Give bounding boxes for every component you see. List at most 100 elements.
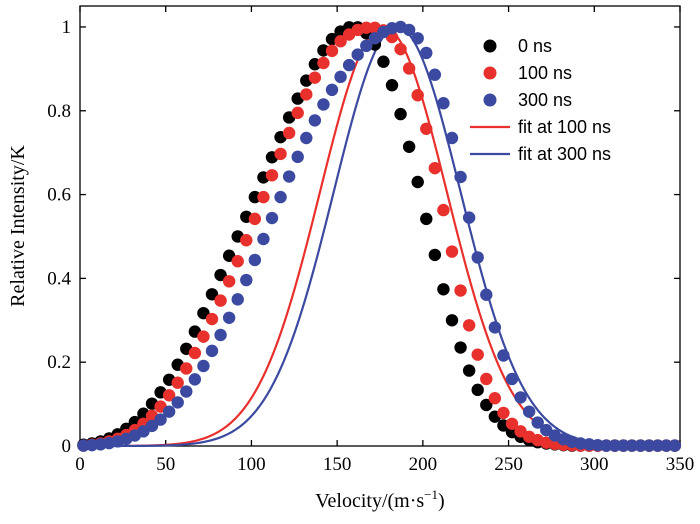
point-0-ns — [471, 383, 484, 397]
point-100-ns — [394, 42, 407, 56]
point-300-ns — [360, 39, 373, 53]
point-300-ns — [180, 385, 193, 398]
point-0-ns — [420, 212, 433, 226]
x-axis-title-close: ) — [438, 490, 445, 512]
point-100-ns — [471, 348, 484, 361]
point-100-ns — [325, 44, 339, 58]
point-100-ns — [188, 346, 202, 360]
point-300-ns — [651, 439, 664, 452]
legend: 0 ns 100 ns 300 ns fit at 100 ns fit at 300 … — [470, 36, 611, 164]
point-300-ns — [531, 416, 544, 429]
point-0-ns — [205, 288, 219, 301]
plot-frame — [79, 5, 681, 447]
point-300-ns — [325, 83, 339, 97]
point-300-ns — [162, 405, 176, 418]
point-100-ns — [180, 362, 193, 375]
point-300-ns — [197, 359, 210, 373]
point-300-ns — [257, 232, 270, 246]
point-300-ns — [411, 32, 424, 45]
x-tick-label: 0 — [75, 454, 85, 475]
data-points — [77, 20, 682, 452]
point-100-ns — [437, 203, 450, 217]
point-300-ns — [505, 372, 519, 386]
point-100-ns — [402, 62, 416, 75]
legend-label: 300 ns — [518, 90, 572, 110]
point-100-ns — [308, 71, 322, 84]
point-100-ns — [334, 35, 347, 48]
point-300-ns — [514, 391, 527, 404]
point-100-ns — [265, 169, 279, 182]
x-tick-label: 300 — [580, 454, 609, 475]
point-300-ns — [488, 321, 502, 334]
point-100-ns — [462, 319, 476, 332]
point-100-ns — [214, 294, 227, 307]
point-100-ns — [420, 122, 433, 135]
point-100-ns — [317, 56, 330, 70]
point-300-ns — [471, 251, 484, 264]
point-100-ns — [411, 89, 424, 102]
point-300-ns — [274, 190, 287, 204]
point-100-ns — [274, 147, 287, 161]
point-300-ns — [334, 70, 347, 84]
point-300-ns — [154, 413, 167, 426]
legend-label: 100 ns — [518, 63, 572, 83]
x-tick-label: 100 — [237, 454, 266, 475]
point-300-ns — [454, 170, 467, 184]
legend-marker — [483, 66, 497, 80]
legend-item: 300 ns — [483, 90, 572, 110]
point-100-ns — [240, 234, 253, 247]
point-300-ns — [300, 131, 313, 145]
point-300-ns — [480, 288, 493, 301]
x-tick-label: 150 — [323, 454, 352, 475]
point-0-ns — [394, 107, 407, 121]
x-tick-label: 250 — [494, 454, 523, 475]
point-300-ns — [308, 114, 322, 127]
y-tick-labels: 0 0.2 0.4 0.6 0.8 1 — [47, 17, 71, 457]
point-0-ns — [454, 341, 467, 354]
point-100-ns — [171, 376, 184, 389]
point-300-ns — [222, 311, 236, 324]
point-100-ns — [291, 106, 304, 120]
point-300-ns — [368, 32, 382, 45]
x-tick-labels: 0 50 100 150 200 250 300 350 — [75, 454, 694, 475]
y-tick-label: 0.4 — [47, 268, 71, 289]
point-300-ns — [188, 373, 202, 386]
point-300-ns — [608, 439, 622, 452]
point-0-ns — [402, 140, 416, 153]
point-0-ns — [385, 79, 399, 92]
point-100-ns — [488, 392, 502, 405]
point-100-ns — [505, 417, 519, 430]
point-300-ns — [265, 211, 279, 225]
point-300-ns — [634, 439, 647, 452]
y-tick-label: 0.2 — [47, 352, 71, 373]
y-tick-label: 0 — [62, 436, 72, 457]
point-0-ns — [214, 268, 227, 282]
point-0-ns — [445, 314, 459, 327]
point-300-ns — [497, 349, 510, 362]
point-100-ns — [497, 406, 510, 420]
point-300-ns — [342, 58, 356, 72]
point-100-ns — [360, 21, 373, 34]
point-0-ns — [411, 175, 424, 189]
point-0-ns — [437, 283, 450, 296]
point-300-ns — [317, 98, 330, 111]
legend-label: 0 ns — [518, 36, 552, 56]
point-300-ns — [445, 131, 459, 145]
point-300-ns — [600, 439, 613, 452]
point-100-ns — [162, 389, 176, 402]
legend-item: fit at 300 ns — [470, 144, 611, 164]
point-300-ns — [171, 396, 184, 409]
x-axis-title: Velocity/(m·s−1) — [315, 487, 444, 512]
point-300-ns — [420, 46, 433, 60]
point-100-ns — [445, 245, 459, 258]
legend-item: 100 ns — [483, 63, 572, 83]
point-300-ns — [282, 170, 296, 183]
point-100-ns — [428, 161, 442, 175]
x-tick-label: 200 — [409, 454, 438, 475]
point-0-ns — [428, 248, 442, 262]
point-100-ns — [480, 372, 493, 386]
y-tick-label: 1 — [62, 17, 72, 38]
point-300-ns — [660, 439, 673, 452]
point-100-ns — [454, 284, 467, 297]
